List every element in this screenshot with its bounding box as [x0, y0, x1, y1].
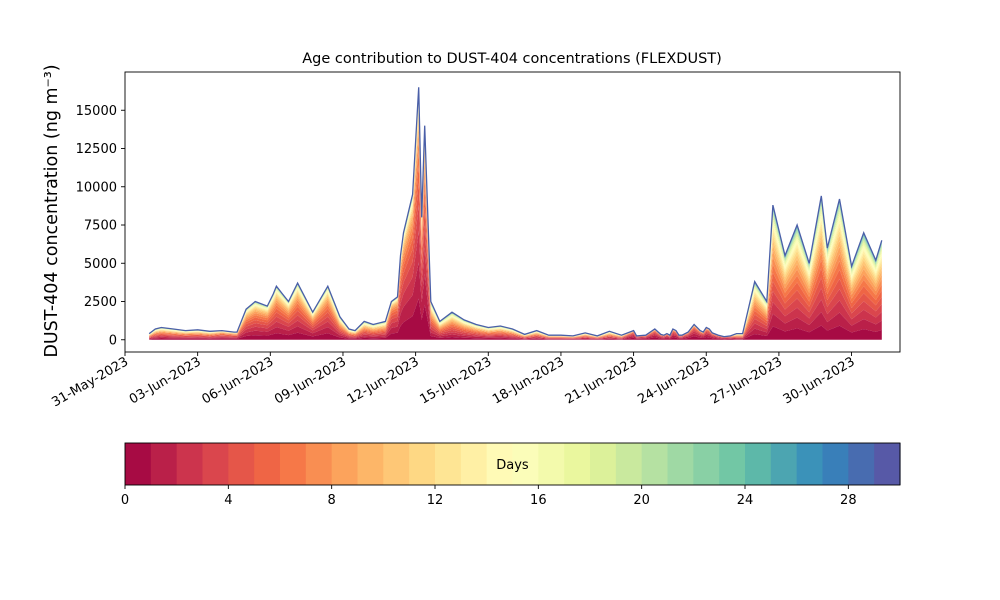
y-tick-label: 7500 — [84, 219, 117, 234]
colorbar-tick-label: 28 — [840, 493, 857, 508]
x-tick-label: 15-Jun-2023 — [417, 354, 494, 407]
colorbar-bin — [435, 443, 462, 485]
colorbar-bin — [280, 443, 307, 485]
colorbar-bin — [409, 443, 436, 485]
x-tick-label: 03-Jun-2023 — [127, 354, 204, 407]
y-tick-label: 12500 — [76, 142, 117, 157]
colorbar-bin — [460, 443, 488, 485]
colorbar-bin — [719, 443, 746, 485]
x-tick-label: 31-May-2023 — [49, 354, 131, 410]
x-tick-label: 24-Jun-2023 — [635, 354, 712, 407]
colorbar-bin — [564, 443, 591, 485]
colorbar-bin — [615, 443, 643, 485]
colorbar-bin — [667, 443, 694, 485]
colorbar-tick-label: 12 — [427, 493, 444, 508]
x-tick-label: 27-Jun-2023 — [708, 354, 785, 407]
colorbar-bin — [486, 443, 514, 485]
colorbar-label: Days — [496, 458, 529, 473]
colorbar-tick-label: 0 — [121, 493, 129, 508]
colorbar-bin — [848, 443, 875, 485]
axes-frame — [124, 71, 901, 353]
colorbar-bin — [874, 443, 901, 485]
y-axis-label: DUST-404 concentration (ng m⁻³) — [42, 64, 62, 357]
colorbar-bin — [125, 443, 152, 485]
total-outline — [148, 87, 883, 338]
colorbar-bin — [202, 443, 229, 485]
colorbar-bin — [512, 443, 539, 485]
colorbar-bin — [538, 443, 565, 485]
colorbar-frame — [124, 442, 901, 486]
age-layer-1 — [149, 262, 882, 340]
colorbar-bin — [228, 443, 255, 485]
colorbar-tick-label: 4 — [224, 493, 232, 508]
colorbar-bin — [796, 443, 824, 485]
plot-area — [148, 87, 883, 340]
colorbar-bin — [745, 443, 772, 485]
x-tick-label: 09-Jun-2023 — [272, 354, 349, 407]
y-tick-label: 15000 — [76, 104, 117, 119]
y-tick-label: 2500 — [84, 295, 117, 310]
age-layer-0 — [149, 298, 882, 340]
colorbar-bin — [770, 443, 798, 485]
x-tick-label: 18-Jun-2023 — [490, 354, 567, 407]
colorbar-tick-label: 8 — [328, 493, 336, 508]
y-tick-label: 0 — [109, 333, 117, 348]
colorbar-bin — [254, 443, 281, 485]
colorbar-bin — [383, 443, 410, 485]
colorbar-bin — [590, 443, 617, 485]
y-tick-label: 10000 — [76, 180, 117, 195]
x-tick-label: 12-Jun-2023 — [345, 354, 422, 407]
colorbar-bin — [176, 443, 204, 485]
y-tick-label: 5000 — [84, 257, 117, 272]
x-tick-label: 30-Jun-2023 — [781, 354, 858, 407]
colorbar-bin — [150, 443, 178, 485]
colorbar-bin — [641, 443, 669, 485]
chart-title: Age contribution to DUST-404 concentrati… — [302, 51, 722, 67]
colorbar: Days 0 4 8 12 16 20 24 28 — [121, 442, 901, 508]
colorbar-bin — [357, 443, 384, 485]
colorbar-tick-label: 20 — [633, 493, 650, 508]
colorbar-bin — [822, 443, 849, 485]
x-tick-label: 06-Jun-2023 — [199, 354, 276, 407]
colorbar-tick-label: 24 — [737, 493, 754, 508]
x-tick-label: 21-Jun-2023 — [563, 354, 640, 407]
colorbar-bin — [331, 443, 359, 485]
colorbar-bin — [693, 443, 720, 485]
colorbar-bin — [305, 443, 333, 485]
colorbar-tick-label: 16 — [530, 493, 547, 508]
